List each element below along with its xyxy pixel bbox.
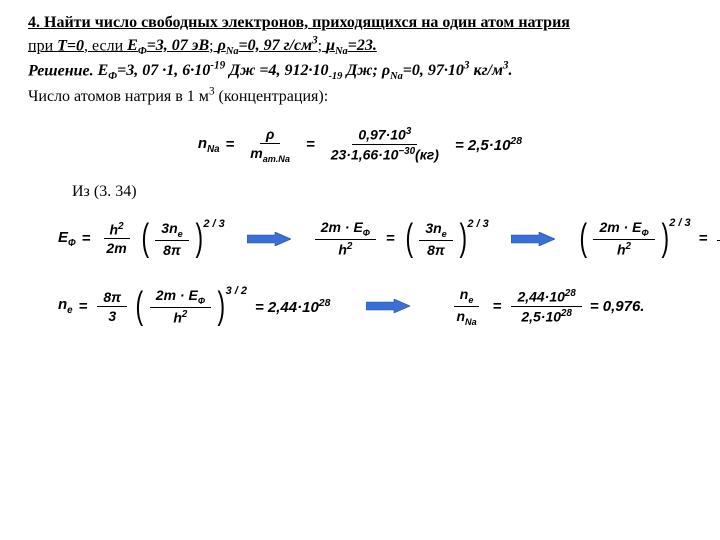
arrow-icon [366, 299, 410, 313]
problem-title: 4. Найти число свободных электронов, при… [28, 14, 570, 31]
formula-fermi-energy: EФ = h2 2m ( 3ne 8π ) 2 / 3 2m · EФ h2 =… [28, 219, 692, 257]
concentration-line: Число атомов натрия в 1 м3 (концентрация… [28, 88, 328, 105]
page: 4. Найти число свободных электронов, при… [0, 0, 720, 356]
formula-electron-density: ne = 8π 3 ( 2m · EФ h2 ) 3 / 2 = 2,44·10… [28, 286, 692, 327]
arrow-icon [511, 232, 555, 246]
reference: Из (3. 34) [72, 183, 692, 201]
formula-concentration: nNa = ρ mат.Na = 0,97·103 23·1,66·10−30(… [28, 126, 692, 164]
solution-line: Решение. ЕФ=3, 07 ·1, 6·10-19 Дж =4, 912… [28, 62, 513, 79]
problem-statement: 4. Найти число свободных электронов, при… [28, 12, 692, 108]
problem-line2: при Т=0, если ЕФ=3, 07 эВ; ρNa=0, 97 г/с… [28, 37, 377, 54]
arrow-icon [247, 232, 291, 246]
